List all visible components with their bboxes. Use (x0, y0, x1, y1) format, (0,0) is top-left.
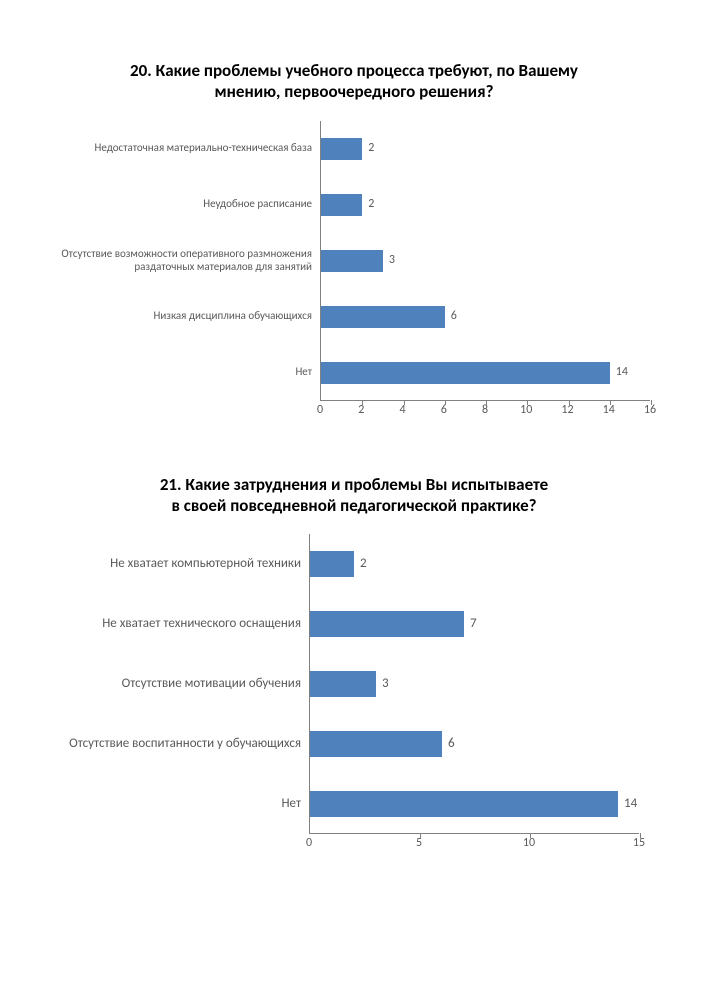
bar-value: 3 (389, 253, 395, 267)
category-label: Нет (30, 345, 320, 401)
category-label: Не хватает технического оснащения (69, 594, 309, 654)
chart-20: 20. Какие проблемы учебного процесса тре… (30, 60, 678, 419)
bar-value: 3 (382, 676, 389, 691)
category-label: Отсутствие воспитанности у обучающихся (69, 714, 309, 774)
chart-20-plot: 2 2 3 6 14 (320, 121, 650, 401)
x-tick-label: 0 (317, 403, 323, 417)
x-tick-label: 5 (416, 836, 422, 850)
category-label: Отсутствие возможности оперативного разм… (30, 233, 320, 289)
x-tick-label: 8 (482, 403, 488, 417)
category-label: Низкая дисциплина обучающихся (30, 289, 320, 345)
bar-value: 2 (368, 197, 374, 211)
chart-20-xaxis: 0246810121416 (320, 401, 650, 419)
bar-value: 6 (451, 309, 457, 323)
bar-value: 2 (368, 141, 374, 155)
bar (321, 250, 383, 272)
chart-20-title: 20. Какие проблемы учебного процесса тре… (114, 60, 594, 103)
chart-21-title: 21. Какие затруднения и проблемы Вы испы… (154, 474, 554, 517)
x-tick-label: 12 (561, 403, 573, 417)
chart-20-labels: Недостаточная материально-техническая ба… (30, 121, 320, 419)
category-label: Не хватает компьютерной техники (69, 534, 309, 594)
x-tick-label: 6 (441, 403, 447, 417)
category-label: Нет (69, 774, 309, 834)
bar-value: 2 (360, 556, 367, 571)
chart-21-area: Не хватает компьютерной техникиНе хватае… (30, 534, 678, 852)
bar-value: 14 (616, 365, 628, 379)
bar (321, 306, 445, 328)
bar (310, 731, 442, 757)
chart-20-area: Недостаточная материально-техническая ба… (30, 121, 678, 419)
x-tick-label: 2 (358, 403, 364, 417)
bar-value: 7 (470, 616, 477, 631)
bar (321, 194, 362, 216)
page: 20. Какие проблемы учебного процесса тре… (0, 0, 708, 947)
bar (321, 138, 362, 160)
x-tick-label: 4 (399, 403, 405, 417)
bar (310, 611, 464, 637)
category-label: Отсутствие мотивации обучения (69, 654, 309, 714)
bar-value: 14 (624, 796, 637, 811)
category-label: Недостаточная материально-техническая ба… (30, 121, 320, 177)
x-tick-label: 10 (523, 836, 535, 850)
category-label: Неудобное расписание (30, 177, 320, 233)
bar (321, 362, 610, 384)
x-tick-label: 0 (306, 836, 312, 850)
bar-value: 6 (448, 736, 455, 751)
bar (310, 791, 618, 817)
bar (310, 671, 376, 697)
chart-21-xaxis: 051015 (309, 834, 639, 852)
bar (310, 551, 354, 577)
x-tick-label: 10 (520, 403, 532, 417)
x-tick-label: 15 (633, 836, 645, 850)
x-tick-label: 14 (603, 403, 615, 417)
x-tick-label: 16 (644, 403, 656, 417)
chart-21: 21. Какие затруднения и проблемы Вы испы… (30, 474, 678, 853)
chart-21-labels: Не хватает компьютерной техникиНе хватае… (69, 534, 309, 852)
chart-21-plot: 2 7 3 6 14 (309, 534, 639, 834)
